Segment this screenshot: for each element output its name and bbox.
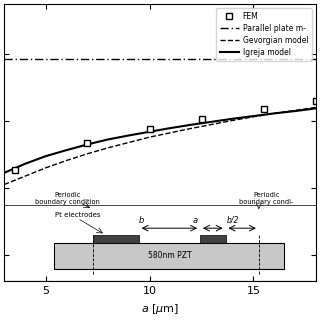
X-axis label: $a$ [$\mu$m]: $a$ [$\mu$m]: [141, 302, 179, 316]
Legend: FEM, Parallel plate m-, Gevorgian model, Igreja model: FEM, Parallel plate m-, Gevorgian model,…: [216, 8, 312, 61]
